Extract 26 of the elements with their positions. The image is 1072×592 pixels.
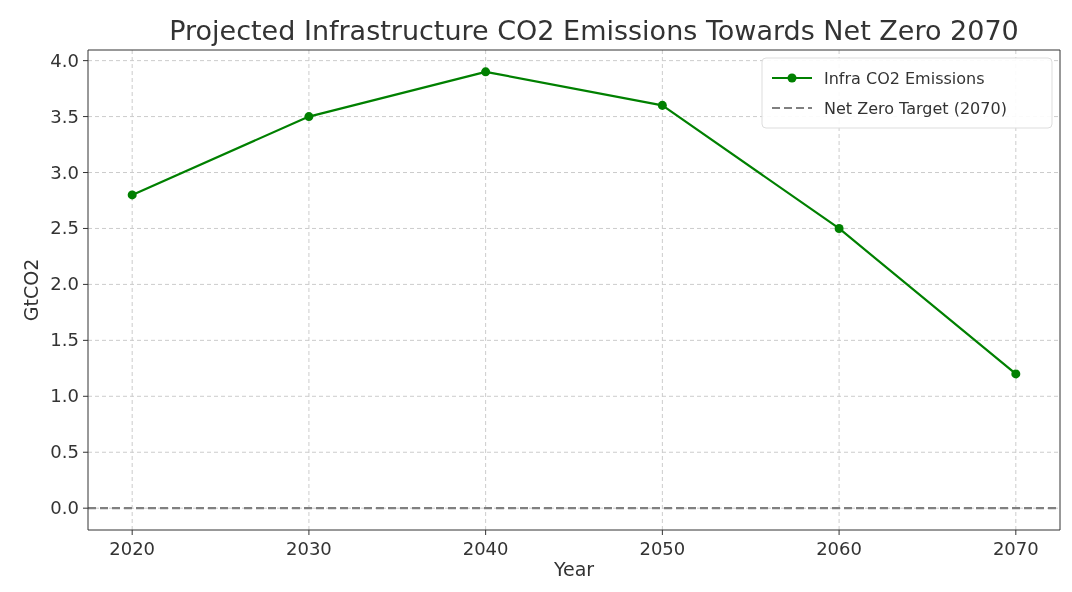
x-tick-label: 2060 [816,538,862,559]
point [304,112,314,122]
point [834,223,844,233]
point [481,67,491,77]
y-tick-label: 0.0 [50,497,79,519]
y-tick-label: 1.0 [50,385,79,407]
x-tick-label: 2020 [109,538,156,559]
y-tick-label: 0.5 [50,441,79,463]
y-tick-label: 2.5 [50,217,79,239]
point [127,190,137,200]
chart-title: Projected Infrastructure CO2 Emissions Towards Net Zero 2070 [169,15,1019,46]
y-tick-label: 3.5 [50,105,79,127]
x-axis-title: Year [552,558,595,580]
y-axis-title: GtCO2 [20,258,42,322]
legend-label: Infra CO2 Emissions [824,69,985,88]
point [1011,369,1021,379]
x-tick-label: 2050 [639,538,686,559]
legend-label: Net Zero Target (2070) [824,99,1007,118]
point [657,100,667,110]
x-tick-label: 2030 [286,538,332,559]
y-tick-label: 3.0 [50,161,79,183]
y-tick-label: 2.0 [50,273,79,295]
y-tick-label: 1.5 [50,329,79,351]
y-tick-label: 4.0 [50,49,79,71]
x-tick-label: 2070 [992,538,1039,559]
x-tick-label: 2040 [462,538,509,559]
